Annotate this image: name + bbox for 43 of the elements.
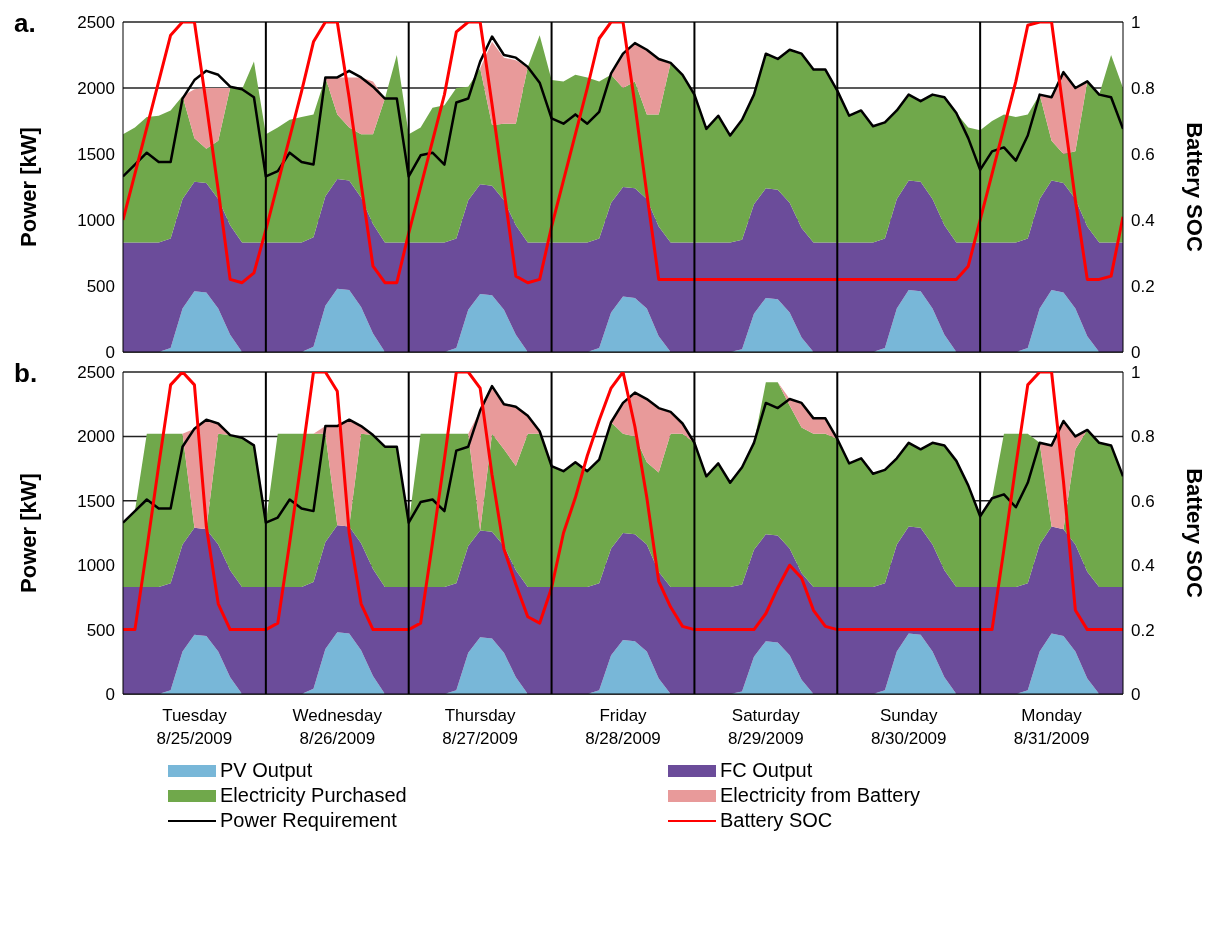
y2-tick-label: 0.4: [1131, 211, 1155, 231]
y2-tick-label: 0: [1131, 685, 1141, 705]
legend-label: Battery SOC: [720, 809, 833, 832]
x-tick-label: Friday 8/28/2009: [585, 706, 661, 749]
x-tick-label: Monday 8/31/2009: [1013, 706, 1090, 749]
y-tick-label: 2000: [77, 79, 115, 99]
y2-tick-label: 0.2: [1131, 620, 1155, 640]
y-tick-label: 1500: [77, 145, 115, 165]
x-tick-label: Thursday 8/27/2009: [442, 706, 518, 749]
legend-label: Electricity from Battery: [720, 784, 921, 807]
legend-label: Electricity Purchased: [220, 784, 407, 807]
y2-tick-label: 0.8: [1131, 427, 1155, 447]
y2-tick-label: 0.6: [1131, 491, 1155, 511]
x-tick-label: Tuesday 8/25/2009: [156, 706, 233, 749]
y-tick-label: 2500: [77, 13, 115, 33]
y2-tick-label: 0.8: [1131, 79, 1155, 99]
y-tick-label: 2000: [77, 427, 115, 447]
chart-title: a.: [14, 8, 36, 39]
legend-label: FC Output: [720, 759, 813, 782]
y-axis-title: Power [kW]: [15, 127, 41, 247]
y2-tick-label: 1: [1131, 13, 1141, 33]
y-tick-label: 1500: [77, 491, 115, 511]
x-tick-label: Sunday 8/30/2009: [870, 706, 947, 749]
y-axis-title: Power [kW]: [15, 473, 41, 593]
y-tick-label: 500: [86, 620, 115, 640]
legend-label: Power Requirement: [220, 809, 397, 832]
y-tick-label: 0: [105, 343, 115, 363]
y2-tick-label: 0.2: [1131, 277, 1155, 297]
y-tick-label: 500: [86, 277, 115, 297]
y2-axis-title: Battery SOC: [1182, 122, 1208, 252]
x-tick-label: Saturday 8/29/2009: [728, 706, 804, 749]
y-tick-label: 1000: [77, 556, 115, 576]
legend-label: PV Output: [220, 759, 313, 782]
y2-tick-label: 1: [1131, 363, 1141, 383]
y-tick-label: 1000: [77, 211, 115, 231]
chart-title: b.: [14, 358, 38, 389]
y2-axis-title: Battery SOC: [1182, 468, 1208, 598]
y2-tick-label: 0.4: [1131, 556, 1155, 576]
y-tick-label: 2500: [77, 363, 115, 383]
y-tick-label: 0: [105, 685, 115, 705]
y2-tick-label: 0.6: [1131, 145, 1155, 165]
x-tick-label: Wednesday 8/26/2009: [292, 706, 383, 749]
y2-tick-label: 0: [1131, 343, 1141, 363]
